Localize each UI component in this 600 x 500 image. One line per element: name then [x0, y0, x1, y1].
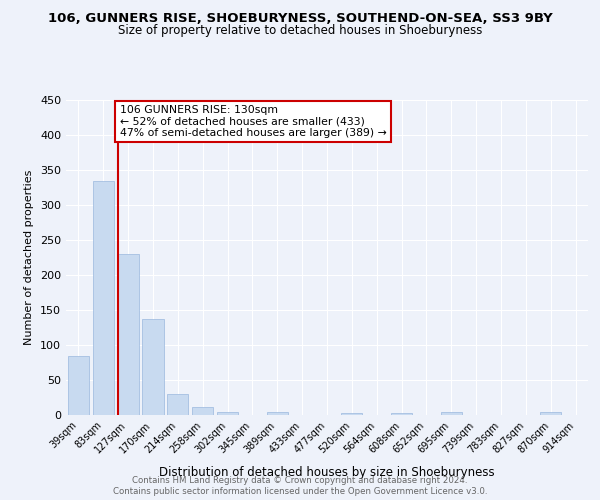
X-axis label: Distribution of detached houses by size in Shoeburyness: Distribution of detached houses by size …	[159, 466, 495, 479]
Bar	[118, 254, 139, 415]
Text: 106 GUNNERS RISE: 130sqm
← 52% of detached houses are smaller (433)
47% of semi-: 106 GUNNERS RISE: 130sqm ← 52% of detach…	[119, 105, 386, 138]
Y-axis label: Number of detached properties: Number of detached properties	[25, 170, 34, 345]
Bar	[267, 412, 288, 415]
Bar	[142, 319, 164, 415]
Text: Contains public sector information licensed under the Open Government Licence v3: Contains public sector information licen…	[113, 487, 487, 496]
Bar	[192, 406, 213, 415]
Bar	[391, 413, 412, 415]
Bar	[540, 412, 561, 415]
Bar	[167, 394, 188, 415]
Bar	[441, 412, 462, 415]
Text: Contains HM Land Registry data © Crown copyright and database right 2024.: Contains HM Land Registry data © Crown c…	[132, 476, 468, 485]
Bar	[217, 412, 238, 415]
Text: 106, GUNNERS RISE, SHOEBURYNESS, SOUTHEND-ON-SEA, SS3 9BY: 106, GUNNERS RISE, SHOEBURYNESS, SOUTHEN…	[47, 12, 553, 26]
Bar	[341, 413, 362, 415]
Bar	[68, 356, 89, 415]
Text: Size of property relative to detached houses in Shoeburyness: Size of property relative to detached ho…	[118, 24, 482, 37]
Bar	[93, 180, 114, 415]
